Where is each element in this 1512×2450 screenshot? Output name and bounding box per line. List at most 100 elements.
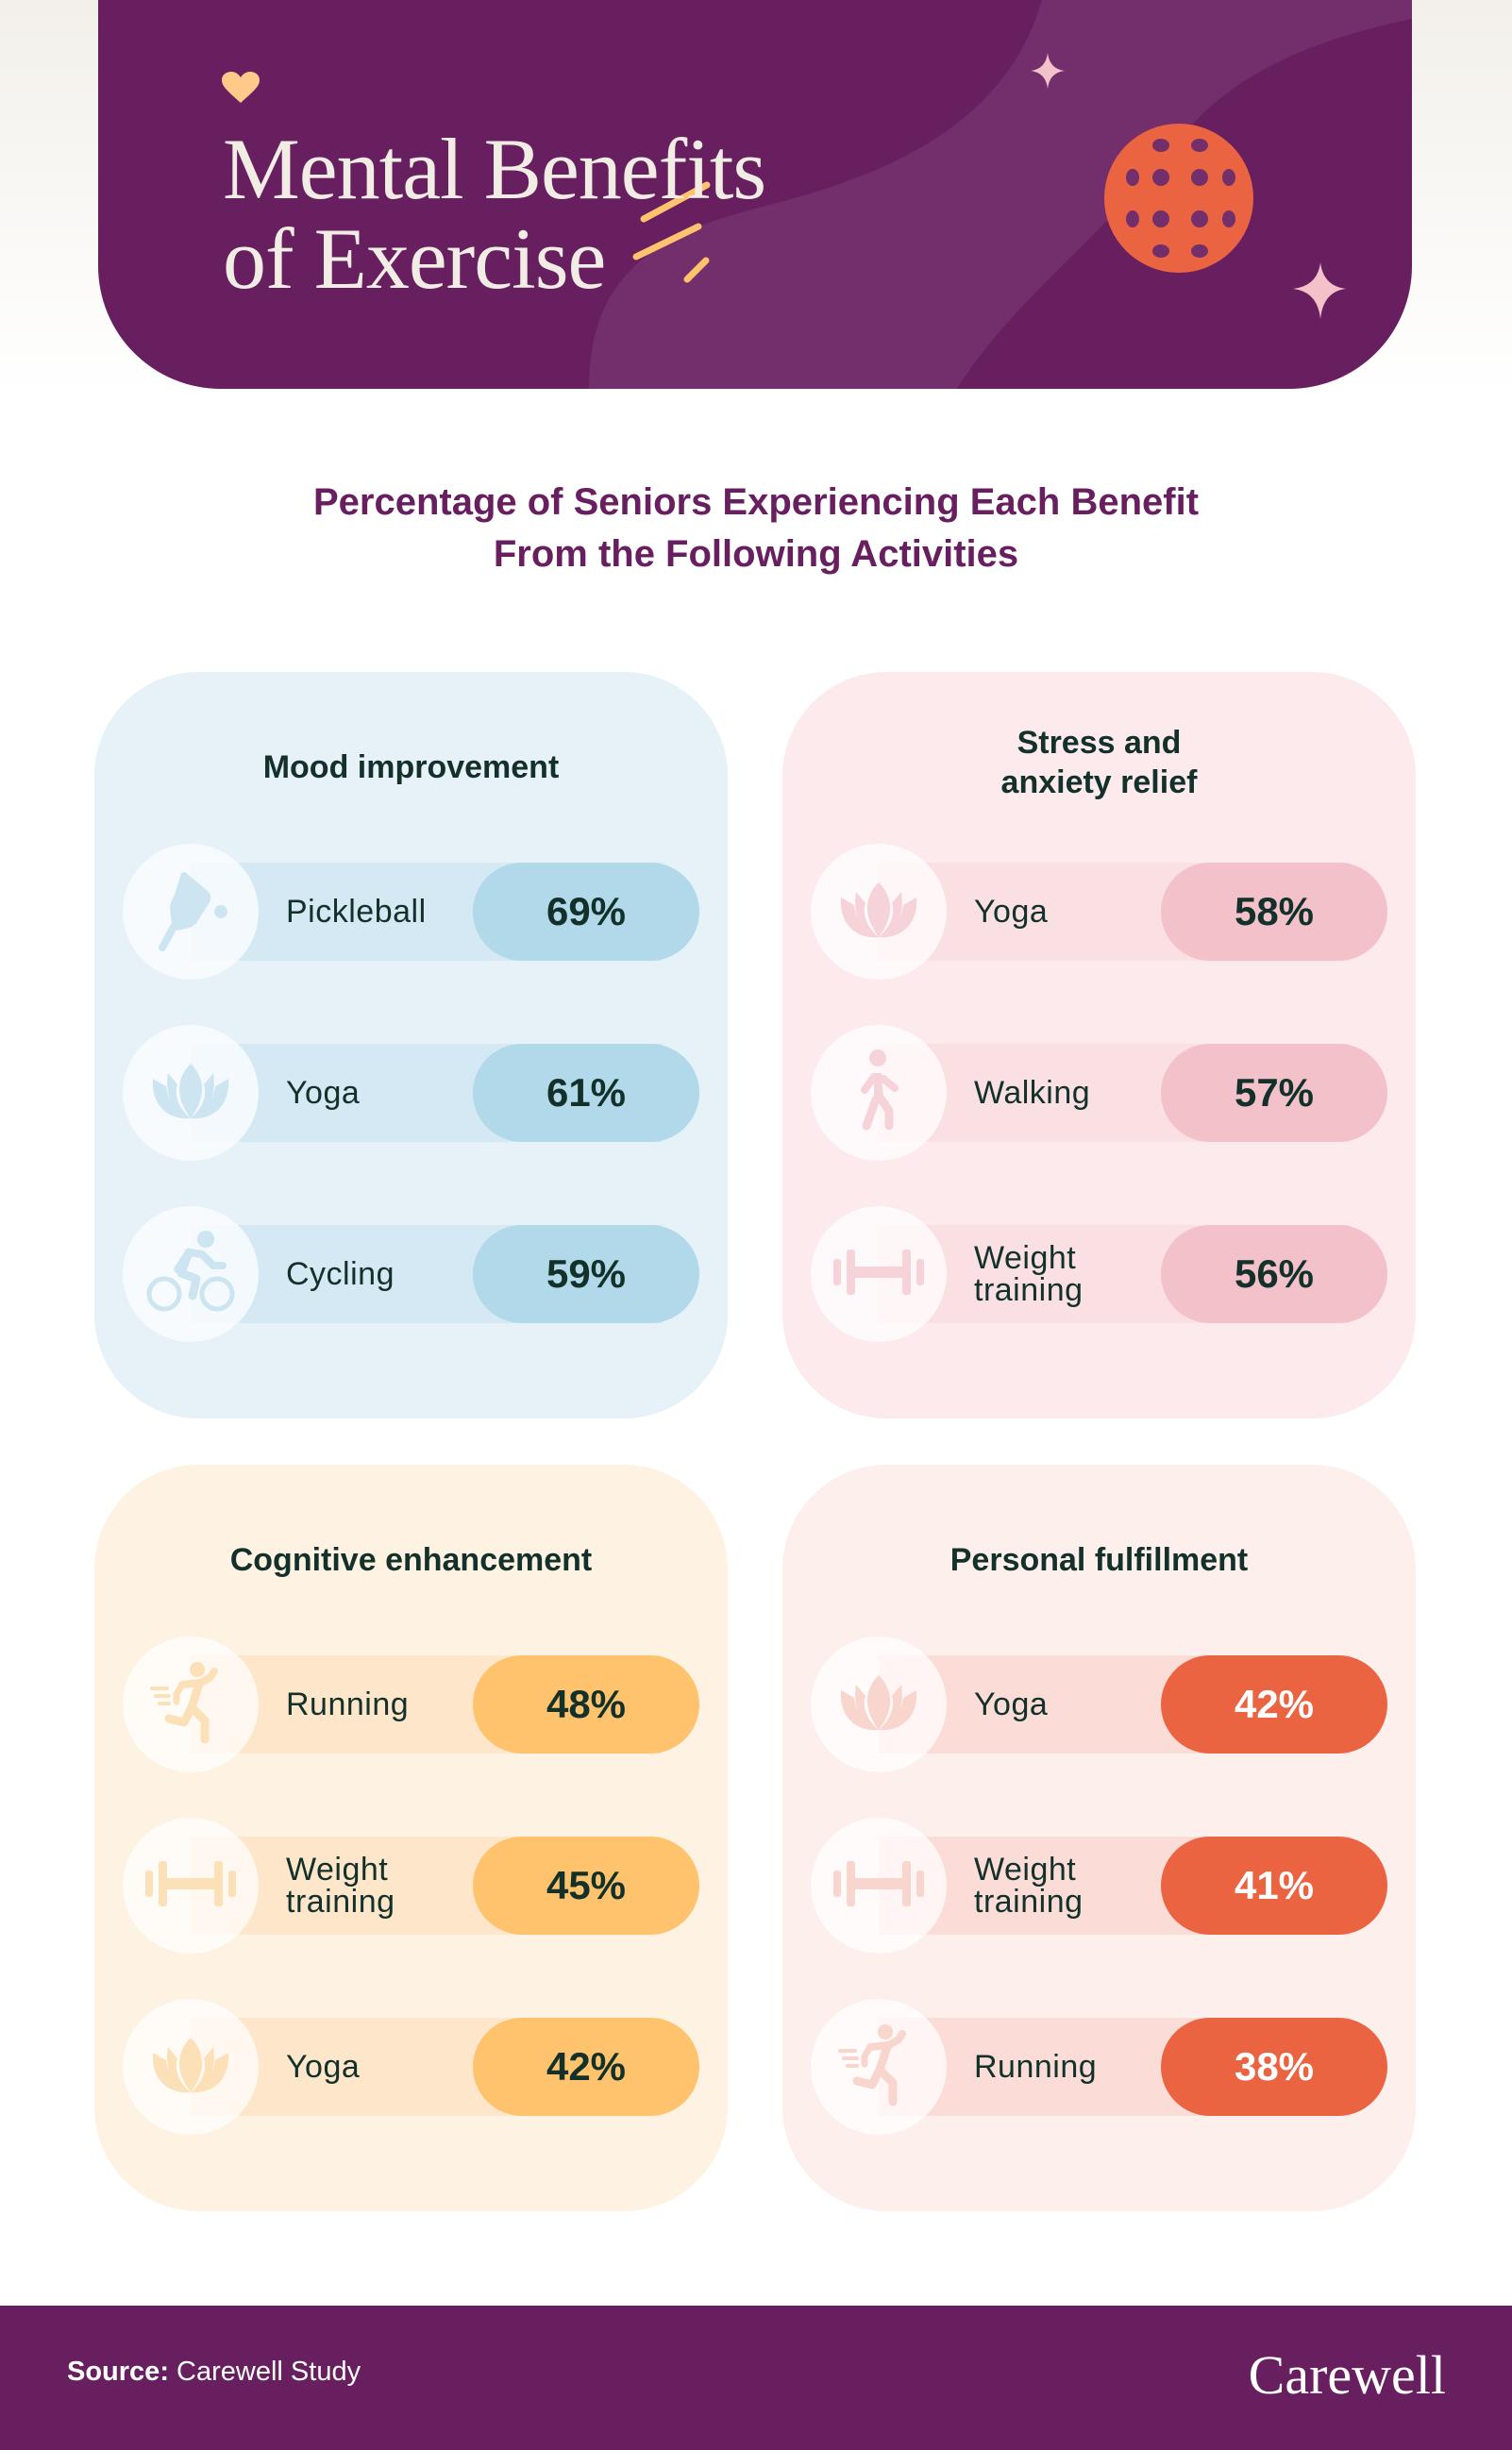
activity-icon-badge xyxy=(811,1636,947,1772)
percentage-pill: 48% xyxy=(473,1655,699,1754)
activity-label-line: Running xyxy=(286,1686,410,1722)
activity-label-line: Pickleball xyxy=(286,894,427,930)
activity-row: Cycling 59% xyxy=(123,1206,700,1342)
percentage-pill: 41% xyxy=(1161,1837,1387,1935)
activity-label-line: training xyxy=(286,1884,395,1920)
activity-label: Running xyxy=(974,1999,1153,2135)
activity-label-line: Yoga xyxy=(974,1686,1049,1722)
dumbbell-icon xyxy=(832,1855,926,1917)
sparkle-icon xyxy=(1031,53,1065,89)
title-line-1: Mental Benefits xyxy=(223,121,766,217)
running-person-icon xyxy=(148,1660,233,1750)
activity-label: Running xyxy=(286,1636,465,1772)
activity-label-line: Weight xyxy=(286,1852,389,1888)
activity-row: Weight training 41% xyxy=(811,1818,1388,1954)
chart-subtitle: Percentage of Seniors Experiencing Each … xyxy=(0,477,1512,580)
carewell-logo: Carewell xyxy=(1248,2344,1446,2406)
activity-icon-badge xyxy=(123,1206,259,1342)
source-value: Carewell Study xyxy=(176,2357,361,2387)
activity-label-line: Walking xyxy=(974,1075,1091,1111)
sparkle-icon xyxy=(1293,262,1346,319)
percentage-pill: 59% xyxy=(473,1225,699,1323)
benefit-card-stress: Stress and anxiety relief Yoga 58% Walking 57… xyxy=(782,672,1416,1418)
activity-row: Weight training 56% xyxy=(811,1206,1388,1342)
lotus-icon xyxy=(145,2032,236,2103)
activity-label-line: training xyxy=(974,1272,1084,1308)
activity-label-line: Yoga xyxy=(974,894,1049,930)
activity-icon-badge xyxy=(123,1999,259,2135)
activity-icon-badge xyxy=(811,1025,947,1161)
activity-label: Walking xyxy=(974,1025,1153,1161)
heart-icon xyxy=(222,72,260,103)
card-title: Cognitive enhancement xyxy=(94,1540,728,1580)
card-title: Personal fulfillment xyxy=(782,1540,1416,1580)
lotus-icon xyxy=(833,877,924,948)
percentage-pill: 42% xyxy=(1161,1655,1387,1754)
activity-label-line: Yoga xyxy=(286,2049,361,2085)
header-banner: Mental Benefits of Exercise xyxy=(98,0,1412,389)
activity-icon-badge xyxy=(123,1636,259,1772)
activity-row: Weight training 45% xyxy=(123,1818,700,1954)
activity-label-line: Cycling xyxy=(286,1256,395,1292)
activity-row: Yoga 42% xyxy=(123,1999,700,2135)
running-person-icon xyxy=(836,2022,921,2112)
activity-label-line: Weight xyxy=(974,1852,1077,1888)
walking-person-icon xyxy=(846,1049,912,1138)
card-title-line: Cognitive enhancement xyxy=(229,1542,593,1578)
benefit-card-fulfillment: Personal fulfillment Yoga 42% Weight trainin… xyxy=(782,1465,1416,2211)
activity-row: Walking 57% xyxy=(811,1025,1388,1161)
activity-row: Yoga 58% xyxy=(811,844,1388,980)
card-title-line: Mood improvement xyxy=(262,749,560,785)
subtitle-line-1: Percentage of Seniors Experiencing Each … xyxy=(312,481,1200,523)
dumbbell-icon xyxy=(143,1855,238,1917)
percentage-pill: 69% xyxy=(473,863,699,961)
header-wave xyxy=(589,0,1412,389)
activity-label: Yoga xyxy=(286,1999,465,2135)
activity-label: Pickleball xyxy=(286,844,465,980)
activity-row: Yoga 61% xyxy=(123,1025,700,1161)
title-line-2: of Exercise xyxy=(223,210,606,307)
activity-icon-badge xyxy=(811,844,947,980)
activity-row: Running 48% xyxy=(123,1636,700,1772)
percentage-pill: 42% xyxy=(473,2018,699,2116)
activity-label: Weight training xyxy=(286,1818,465,1954)
percentage-pill: 56% xyxy=(1161,1225,1387,1323)
lotus-icon xyxy=(833,1670,924,1740)
activity-label: Yoga xyxy=(286,1025,465,1161)
percentage-pill: 58% xyxy=(1161,863,1387,961)
activity-icon-badge xyxy=(811,1818,947,1954)
activity-label-line: training xyxy=(974,1884,1084,1920)
activity-icon-badge xyxy=(123,844,259,980)
card-title-line: anxiety relief xyxy=(1000,764,1198,800)
benefit-card-mood: Mood improvement Pickleball 69% Yoga 61% Cycl… xyxy=(94,672,728,1418)
activity-label: Cycling xyxy=(286,1206,465,1342)
activity-label-line: Yoga xyxy=(286,1075,361,1111)
cyclist-icon xyxy=(143,1230,238,1319)
benefit-card-cognitive: Cognitive enhancement Running 48% Weight tra… xyxy=(94,1465,728,2211)
lotus-icon xyxy=(145,1058,236,1129)
header-decoration xyxy=(589,0,1412,389)
activity-icon-badge xyxy=(811,1999,947,2135)
footer: Source: Carewell Study Carewell xyxy=(0,2306,1512,2450)
activity-row: Yoga 42% xyxy=(811,1636,1388,1772)
percentage-pill: 57% xyxy=(1161,1044,1387,1142)
dumbbell-icon xyxy=(832,1244,926,1305)
activity-label: Yoga xyxy=(974,844,1153,980)
activity-label-line: Weight xyxy=(974,1240,1077,1276)
percentage-pill: 45% xyxy=(473,1837,699,1935)
speed-lines-icon xyxy=(632,181,711,283)
card-title: Mood improvement xyxy=(94,747,728,787)
activity-label: Weight training xyxy=(974,1818,1153,1954)
activity-icon-badge xyxy=(123,1025,259,1161)
activity-label: Weight training xyxy=(974,1206,1153,1342)
activity-label-line: Running xyxy=(974,2049,1098,2085)
source-label: Source: xyxy=(67,2357,169,2387)
pickleball-icon xyxy=(1104,124,1253,273)
card-title-line: Stress and xyxy=(1016,725,1182,761)
card-title: Stress and anxiety relief xyxy=(782,723,1416,802)
percentage-pill: 38% xyxy=(1161,2018,1387,2116)
activity-row: Running 38% xyxy=(811,1999,1388,2135)
card-title-line: Personal fulfillment xyxy=(949,1542,1249,1578)
pickleball-paddle-icon xyxy=(145,864,236,960)
activity-label: Yoga xyxy=(974,1636,1153,1772)
